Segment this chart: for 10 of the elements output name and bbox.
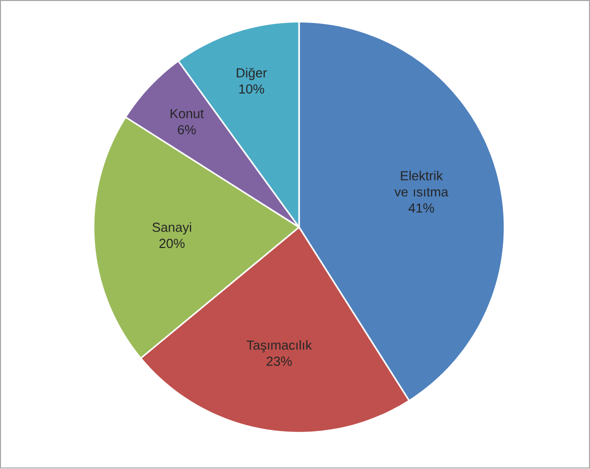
slice-label: Konut — [170, 109, 204, 118]
slice-label: Sanayi — [152, 222, 192, 235]
data-label: 20% — [159, 239, 185, 248]
slice-label: Diğer — [236, 68, 267, 80]
slice-label: Elektrik ve ısıtma — [394, 170, 448, 197]
data-label: 6% — [178, 125, 196, 135]
data-label: 23% — [266, 356, 292, 366]
data-label: 41% — [408, 204, 434, 213]
data-label: 10% — [239, 84, 264, 94]
slice-label: Taşımacılık — [246, 340, 312, 353]
